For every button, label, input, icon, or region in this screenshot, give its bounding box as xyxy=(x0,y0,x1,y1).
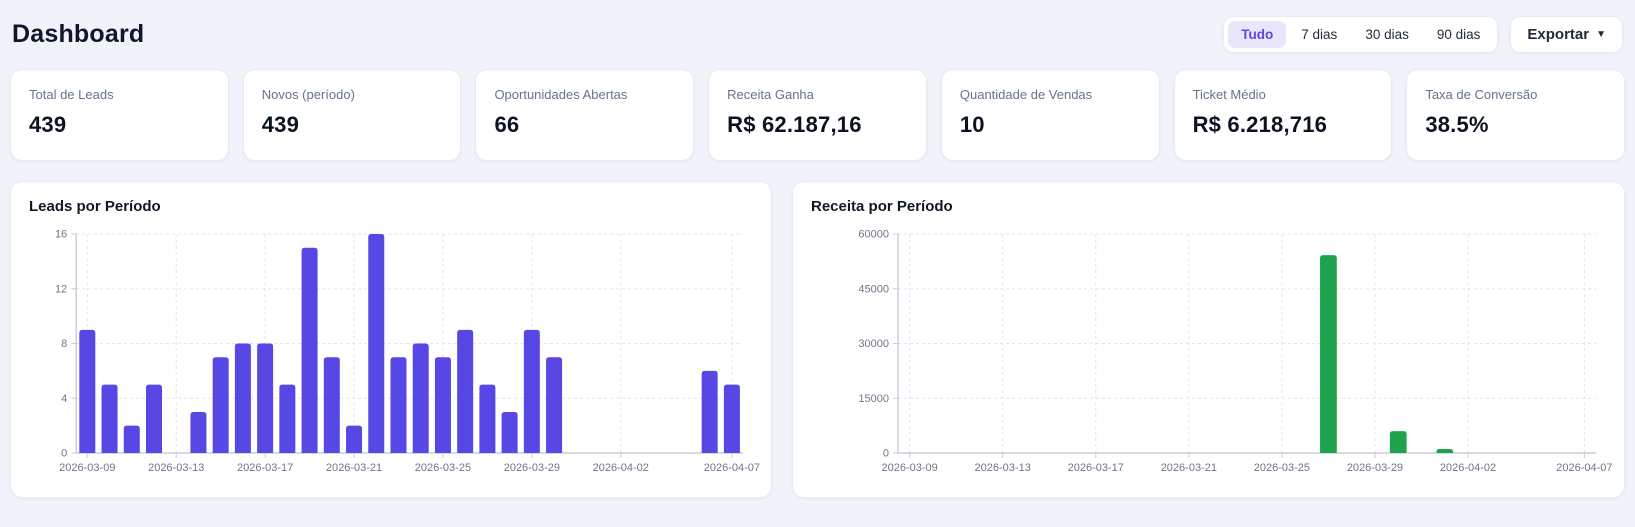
svg-text:15000: 15000 xyxy=(858,393,889,405)
stats-row: Total de Leads 439 Novos (período) 439 O… xyxy=(10,69,1626,161)
svg-text:4: 4 xyxy=(61,393,67,405)
stat-label: Taxa de Conversão xyxy=(1425,87,1538,102)
svg-text:2026-03-29: 2026-03-29 xyxy=(504,462,560,474)
svg-text:0: 0 xyxy=(61,448,67,460)
svg-text:60000: 60000 xyxy=(858,229,889,241)
leads-chart-card: Leads por Período 0 4 8 12 16 2026-03-09 2026-… xyxy=(10,181,772,498)
svg-text:0: 0 xyxy=(883,448,889,460)
stat-card-taxa-conversao: Taxa de Conversão 38.5% xyxy=(1406,69,1626,161)
svg-text:2026-03-17: 2026-03-17 xyxy=(1068,462,1124,474)
stat-card-receita-ganha: Receita Ganha R$ 62.187,16 xyxy=(708,69,927,161)
svg-text:2026-04-07: 2026-04-07 xyxy=(1556,462,1612,474)
stat-value: 66 xyxy=(494,112,520,137)
filter-30-dias[interactable]: 30 dias xyxy=(1352,21,1422,48)
stat-label: Novos (período) xyxy=(261,87,355,102)
leads-chart-canvas: 0 4 8 12 16 2026-03-09 2026-03-13 2026-03-17 202… xyxy=(29,227,760,483)
svg-text:2026-04-07: 2026-04-07 xyxy=(704,462,760,474)
stat-value: R$ 6.218,716 xyxy=(1192,112,1328,137)
svg-text:16: 16 xyxy=(55,229,67,241)
stat-label: Oportunidades Abertas xyxy=(494,87,628,102)
revenue-chart-canvas: 0 15000 30000 45000 60000 2026-03-09 2026-03-1… xyxy=(811,227,1612,483)
filter-7-dias[interactable]: 7 dias xyxy=(1288,21,1350,48)
stat-label: Ticket Médio xyxy=(1192,87,1266,102)
caret-down-icon: ▼ xyxy=(1596,28,1606,40)
export-button-label: Exportar xyxy=(1527,26,1590,43)
stat-card-novos-periodo: Novos (período) 439 xyxy=(242,69,462,161)
svg-text:2026-03-09: 2026-03-09 xyxy=(881,462,937,474)
svg-text:2026-03-21: 2026-03-21 xyxy=(1161,462,1217,474)
svg-text:30000: 30000 xyxy=(858,338,889,350)
filter-90-dias[interactable]: 90 dias xyxy=(1424,21,1494,48)
svg-text:2026-04-02: 2026-04-02 xyxy=(593,462,649,474)
stat-card-oportunidades-abertas: Oportunidades Abertas 66 xyxy=(475,69,695,161)
stat-card-quantidade-vendas: Quantidade de Vendas 10 xyxy=(940,69,1160,161)
stat-label: Total de Leads xyxy=(29,87,114,102)
svg-text:2026-04-02: 2026-04-02 xyxy=(1440,462,1496,474)
svg-text:2026-03-13: 2026-03-13 xyxy=(975,462,1031,474)
svg-text:2026-03-29: 2026-03-29 xyxy=(1347,462,1403,474)
stat-label: Receita Ganha xyxy=(727,87,814,102)
revenue-chart-card: Receita por Período 0 15000 30000 45000 6000… xyxy=(792,181,1625,498)
stat-label: Quantidade de Vendas xyxy=(959,87,1093,102)
svg-text:2026-03-21: 2026-03-21 xyxy=(326,462,382,474)
charts-row: Leads por Período 0 4 8 12 16 2026-03-09 2026-… xyxy=(10,181,1625,498)
stat-card-ticket-medio: Ticket Médio R$ 6.218,716 xyxy=(1173,69,1393,161)
svg-text:12: 12 xyxy=(55,283,67,295)
stat-card-total-leads: Total de Leads 439 xyxy=(10,69,229,161)
stat-value: 38.5% xyxy=(1425,112,1489,137)
export-button[interactable]: Exportar ▼ xyxy=(1510,16,1623,53)
top-controls: Tudo 7 dias 30 dias 90 dias Exportar ▼ xyxy=(1223,16,1623,53)
svg-text:8: 8 xyxy=(61,338,67,350)
svg-text:2026-03-17: 2026-03-17 xyxy=(237,462,293,474)
stat-value: 439 xyxy=(29,112,67,137)
stat-value: 439 xyxy=(261,112,300,137)
leads-chart-title: Leads por Período xyxy=(29,198,161,215)
topbar: Dashboard Tudo 7 dias 30 dias 90 dias Ex… xyxy=(12,16,1623,53)
svg-text:45000: 45000 xyxy=(858,283,889,295)
filter-tudo[interactable]: Tudo xyxy=(1228,21,1287,48)
page-title: Dashboard xyxy=(12,20,145,48)
stat-value: R$ 62.187,16 xyxy=(727,112,862,137)
revenue-chart-title: Receita por Período xyxy=(811,198,953,215)
svg-text:2026-03-25: 2026-03-25 xyxy=(415,462,471,474)
svg-text:2026-03-13: 2026-03-13 xyxy=(148,462,204,474)
svg-text:2026-03-25: 2026-03-25 xyxy=(1254,462,1310,474)
svg-text:2026-03-09: 2026-03-09 xyxy=(59,462,115,474)
period-filter-group: Tudo 7 dias 30 dias 90 dias xyxy=(1223,16,1499,53)
stat-value: 10 xyxy=(959,112,985,137)
